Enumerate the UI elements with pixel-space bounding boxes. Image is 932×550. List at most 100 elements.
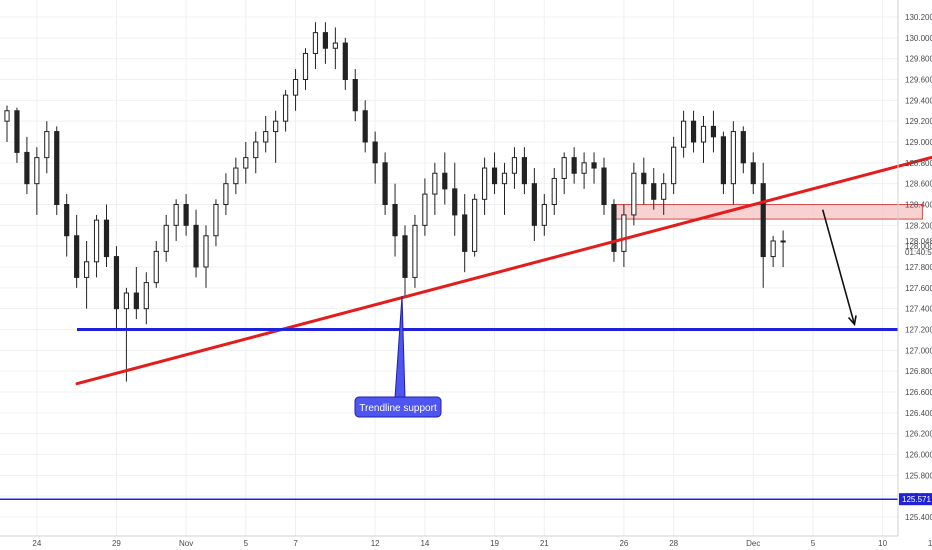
candle [621,204,627,267]
candle-body-up [581,162,587,174]
candle [84,240,90,309]
candle [681,110,687,158]
candle-body-down [74,235,80,278]
candle [472,194,478,257]
candle-body-up [84,261,90,278]
candle [93,214,100,278]
candle [113,246,120,330]
x-tick-label: 29 [112,539,121,548]
candle [581,152,587,189]
candle [551,168,557,215]
candle [103,204,110,267]
candle-body-down [531,183,537,226]
candle-body-down [491,167,498,185]
projection-arrow[interactable] [821,209,856,325]
candle-body-up [223,183,229,206]
candle [183,194,189,236]
annotations-front[interactable]: Trendline support [0,149,932,500]
callout-box[interactable] [354,396,442,418]
candle-body-down [442,172,448,190]
y-tick-label: 129.400 [905,96,932,105]
candle-body-up [412,224,418,278]
candle-body-down [710,125,717,138]
candle-body-down [641,172,647,185]
candle-body-up [332,42,338,49]
candle-body-down [750,162,756,185]
candle [601,157,607,215]
candle [661,173,667,215]
y-tick-label: 126.000 [905,451,932,460]
candle-body-down [133,292,139,310]
candle [193,209,199,278]
candle [631,162,637,226]
candle-body-down [342,42,348,80]
candle [283,89,289,132]
trendline[interactable] [75,149,932,386]
candle [571,147,577,184]
candle-body-up [730,131,736,185]
last-price-label: 128.048 [905,237,932,246]
candle-body-down [611,204,617,252]
candle [422,178,428,236]
y-tick-label: 128.200 [905,221,932,230]
candle-body-down [113,256,120,310]
candle-body-down [571,157,577,174]
candle-body-up [123,292,130,310]
candle-body-down [591,162,597,169]
x-tick-label: 5 [811,539,816,548]
x-tick-label: 28 [669,539,678,548]
candle [432,162,438,215]
x-tick-label: 26 [619,539,628,548]
candle-body-up [163,224,169,252]
candle-body-up [511,157,518,174]
candle [382,152,388,215]
candle-body-down [382,162,388,205]
candle-body-down [372,141,378,164]
y-tick-label: 130.000 [905,34,932,43]
x-tick-label: 19 [490,539,499,548]
candle-body-up [541,204,547,226]
candle-body-up [243,157,249,169]
candles [4,22,786,382]
candle-body-down [690,120,697,143]
candle [591,152,597,184]
y-tick-label: 127.200 [905,326,932,335]
candle [312,22,319,70]
candle [511,147,518,189]
candle [700,115,707,163]
candle-body-up [153,250,159,284]
candle-body-up [681,120,687,148]
candle-body-down [362,110,368,143]
candle [402,225,408,299]
y-tick-label: 130.200 [905,13,932,22]
candle [14,107,20,163]
y-tick-label: 128.800 [905,159,932,168]
candle [452,162,458,236]
candle-body-up [561,157,567,179]
candle [750,152,756,195]
callout-label: Trendline support [359,403,437,414]
arrow-head [847,315,857,327]
candle [770,235,776,267]
y-tick-label: 126.400 [905,409,932,418]
y-tick-label: 125.800 [905,471,932,480]
candle-body-up [312,32,319,54]
candle-body-down [183,204,189,226]
resistance-zone[interactable] [611,204,923,220]
candle [780,230,786,267]
candle [332,27,338,70]
x-tick-label: 24 [32,539,41,548]
candle [531,168,537,241]
candle [292,69,299,111]
x-tick-label: Dec [746,539,760,548]
candle [243,142,249,184]
y-tick-label: 129.600 [905,76,932,85]
y-tick-label: 127.400 [905,305,932,314]
candle-body-down [402,235,408,278]
candle [740,126,746,174]
candle-body-up [501,172,508,185]
